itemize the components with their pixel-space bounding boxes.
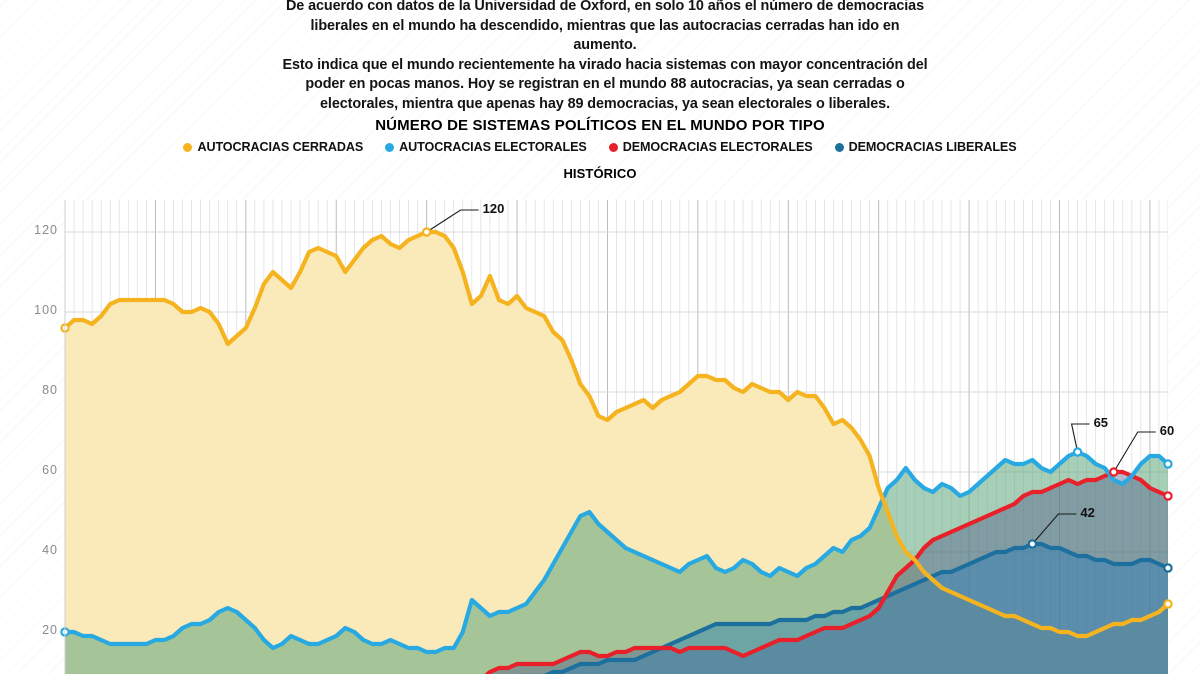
y-axis-tick-100: 100 <box>34 303 58 317</box>
chart-legend: AUTOCRACIAS CERRADAS AUTOCRACIAS ELECTOR… <box>0 140 1200 154</box>
deck-line-2: liberales en el mundo ha descendido, mie… <box>310 17 900 54</box>
legend-label: AUTOCRACIAS ELECTORALES <box>399 140 587 154</box>
annotation-label-65: 65 <box>1093 415 1109 430</box>
deck-line-4: poder en pocas manos. Hoy se registran e… <box>305 76 905 93</box>
annotation-label-60: 60 <box>1159 423 1175 438</box>
legend-label: DEMOCRACIAS ELECTORALES <box>622 140 813 154</box>
deck-line-1: De acuerdo con datos de la Universidad d… <box>286 0 924 14</box>
legend-dot-icon <box>608 142 618 152</box>
deck-line-5: electorales, mientra que apenas hay 89 d… <box>320 95 890 112</box>
chart-title: NÚMERO DE SISTEMAS POLÍTICOS EN EL MUNDO… <box>375 117 825 134</box>
annotation-label-120: 120 <box>482 201 505 216</box>
legend-item-autocracias-cerradas[interactable]: AUTOCRACIAS CERRADAS <box>183 140 363 154</box>
annotation-label-42: 42 <box>1080 505 1095 520</box>
legend-label: DEMOCRACIAS LIBERALES <box>848 140 1017 154</box>
legend-item-democracias-electorales[interactable]: DEMOCRACIAS ELECTORALES <box>608 140 813 154</box>
y-axis-tick-120: 120 <box>34 223 58 237</box>
y-axis-tick-80: 80 <box>42 383 58 397</box>
y-axis-tick-60: 60 <box>42 463 58 477</box>
legend-dot-icon <box>834 142 844 152</box>
y-axis-tick-40: 40 <box>42 543 58 557</box>
y-axis-tick-20: 20 <box>42 623 58 637</box>
legend-item-democracias-liberales[interactable]: DEMOCRACIAS LIBERALES <box>834 140 1017 154</box>
article-deck: De acuerdo con datos de la Universidad d… <box>280 0 930 115</box>
legend-label: AUTOCRACIAS CERRADAS <box>197 140 364 154</box>
legend-item-autocracias-electorales[interactable]: AUTOCRACIAS ELECTORALES <box>385 140 587 154</box>
deck-line-3: Esto indica que el mundo recientemente h… <box>282 56 928 73</box>
legend-dot-icon <box>385 142 395 152</box>
legend-dot-icon <box>183 142 193 152</box>
chart-subtitle: HISTÓRICO <box>563 166 637 181</box>
